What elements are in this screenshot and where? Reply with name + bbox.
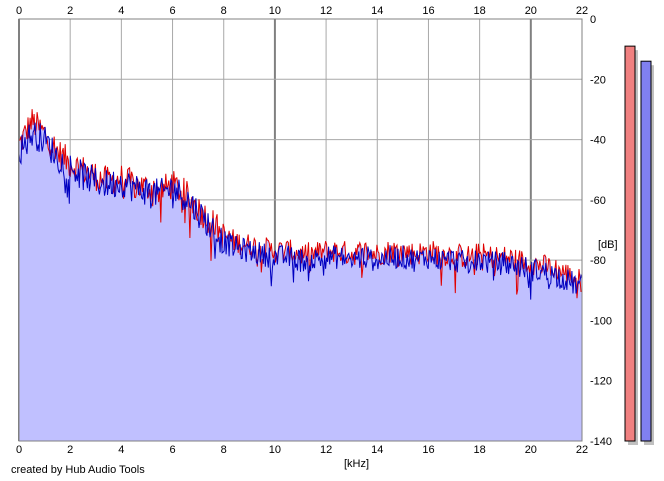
- x-tick-label-top: 12: [320, 5, 332, 17]
- y-tick-label: -140: [590, 436, 612, 448]
- channel-level-meters: [624, 45, 654, 445]
- x-tick-label-top: 2: [67, 5, 73, 17]
- series-lines: [18, 109, 583, 300]
- x-tick-label-top: 0: [16, 5, 22, 17]
- x-axis-top-labels: 0 2 4 6 8 10 12 14 16 18 20 22: [16, 5, 588, 17]
- y-tick-label: -120: [590, 376, 612, 388]
- x-tick-label-top: 4: [118, 5, 124, 17]
- x-tick-label-bottom: 6: [169, 444, 175, 456]
- x-tick-label-bottom: 4: [118, 444, 124, 456]
- x-tick-label-top: 22: [576, 5, 588, 17]
- channel-meter-2: [640, 60, 652, 442]
- y-tick-label: -100: [590, 315, 612, 327]
- y-axis-labels: 0 -20 -40 -60 -80 -100 -120 -140: [590, 14, 612, 448]
- y-tick-label: -80: [590, 255, 606, 267]
- x-tick-label-top: 10: [269, 5, 281, 17]
- y-axis-unit-label: [dB]: [598, 239, 618, 251]
- x-tick-label-bottom: 12: [320, 444, 332, 456]
- x-tick-label-bottom: 20: [525, 444, 537, 456]
- credit-text: created by Hub Audio Tools: [11, 464, 145, 476]
- x-tick-label-bottom: 22: [576, 444, 588, 456]
- x-tick-label-top: 6: [169, 5, 175, 17]
- x-tick-label-top: 14: [371, 5, 383, 17]
- x-tick-label-bottom: 16: [422, 444, 434, 456]
- channel-meter-1: [624, 45, 636, 442]
- spectrum-area-fill: [19, 109, 582, 441]
- x-tick-label-bottom: 14: [371, 444, 383, 456]
- plot-frame: [18, 18, 583, 442]
- x-tick-label-bottom: 0: [16, 444, 22, 456]
- x-tick-label-bottom: 10: [269, 444, 281, 456]
- x-tick-label-bottom: 18: [474, 444, 486, 456]
- x-tick-label-top: 20: [525, 5, 537, 17]
- x-axis-unit-label: [kHz]: [344, 458, 369, 470]
- x-axis-bottom-labels: 0 2 4 6 8 10 12 14 16 18 20 22: [16, 444, 588, 456]
- series-line-2: [18, 122, 583, 300]
- y-tick-label: -60: [590, 195, 606, 207]
- x-tick-label-bottom: 2: [67, 444, 73, 456]
- y-tick-label: 0: [590, 14, 596, 26]
- x-tick-label-top: 8: [221, 5, 227, 17]
- x-tick-label-top: 16: [422, 5, 434, 17]
- y-tick-label: -40: [590, 135, 606, 147]
- x-tick-label-bottom: 8: [221, 444, 227, 456]
- y-tick-label: -20: [590, 74, 606, 86]
- x-tick-label-top: 18: [474, 5, 486, 17]
